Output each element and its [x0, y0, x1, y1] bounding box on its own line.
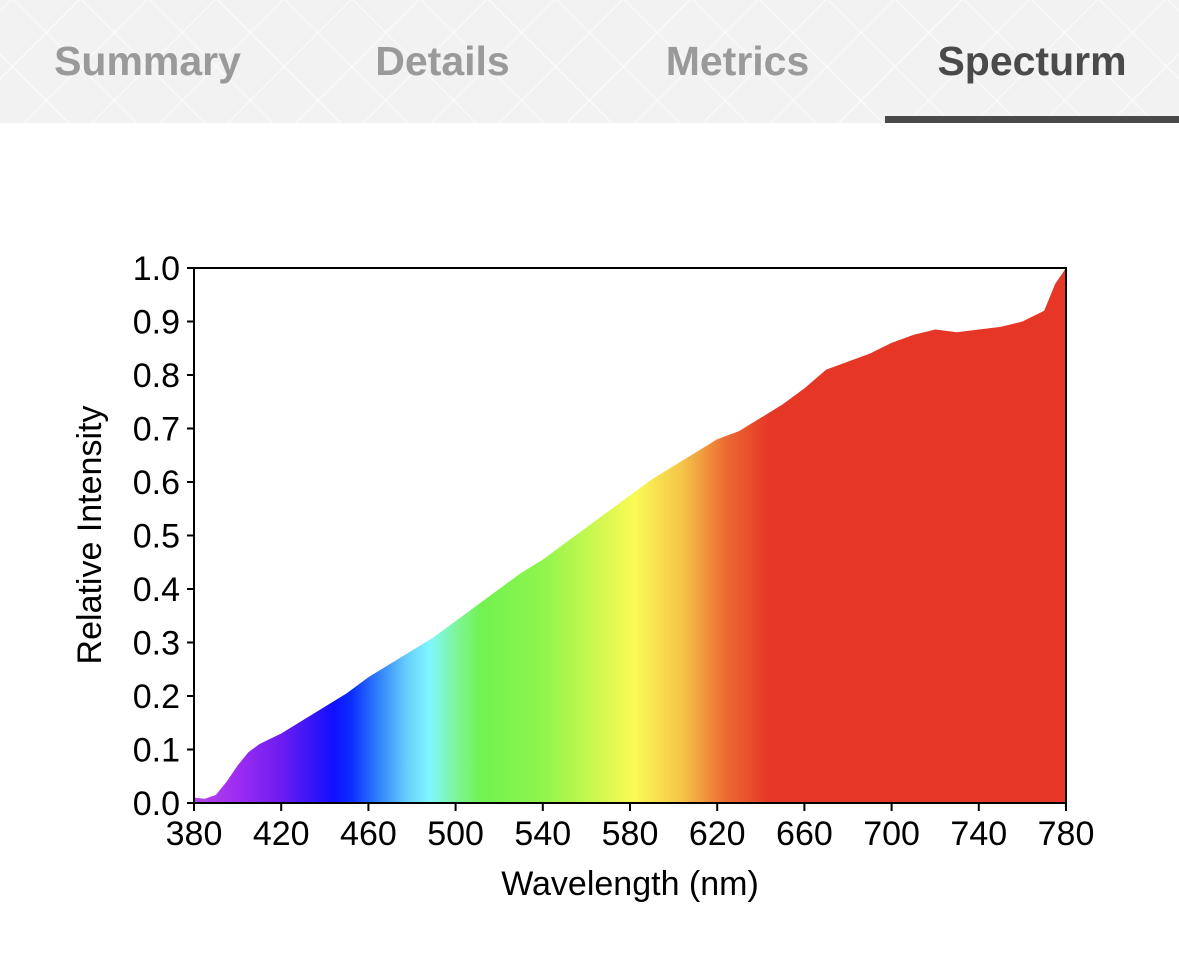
tab-details[interactable]: Details	[375, 38, 510, 84]
x-tick-label: 620	[689, 815, 746, 853]
tab-spectrum[interactable]: Specturm	[937, 38, 1127, 84]
x-tick-label: 540	[514, 815, 571, 853]
y-tick-label: 0.2	[133, 678, 180, 716]
y-tick-label: 1.0	[133, 250, 180, 288]
x-tick-label: 420	[253, 815, 310, 853]
y-tick-label: 0.9	[133, 304, 180, 342]
tab-bar: Summary Details Metrics Specturm	[0, 0, 1179, 123]
x-tick-label: 460	[340, 815, 397, 853]
x-tick-label: 700	[863, 815, 920, 853]
y-tick-label: 0.3	[133, 625, 180, 663]
tab-metrics[interactable]: Metrics	[665, 38, 810, 84]
y-tick-label: 0.1	[133, 732, 180, 770]
y-tick-label: 0.7	[133, 411, 180, 449]
x-tick-label: 740	[950, 815, 1007, 853]
y-axis-title: Relative Intensity	[71, 406, 109, 665]
y-tick-label: 0.6	[133, 464, 180, 502]
x-axis-title: Wavelength (nm)	[501, 865, 759, 903]
spectrum-chart: 380 420 460 500 540 580 620 660 700 740 780 0.0 0.1…	[71, 250, 1095, 903]
y-tick-label: 0.8	[133, 357, 180, 395]
x-tick-label: 380	[166, 815, 223, 853]
tab-summary[interactable]: Summary	[54, 38, 241, 84]
x-tick-label: 580	[602, 815, 659, 853]
spectrum-area	[194, 268, 1066, 803]
y-tick-label: 0.0	[133, 785, 180, 823]
active-tab-indicator	[885, 116, 1179, 123]
y-tick-label: 0.5	[133, 518, 180, 556]
x-tick-label: 500	[427, 815, 484, 853]
x-tick-label: 660	[776, 815, 833, 853]
x-tick-label: 780	[1038, 815, 1095, 853]
y-tick-label: 0.4	[133, 571, 180, 609]
